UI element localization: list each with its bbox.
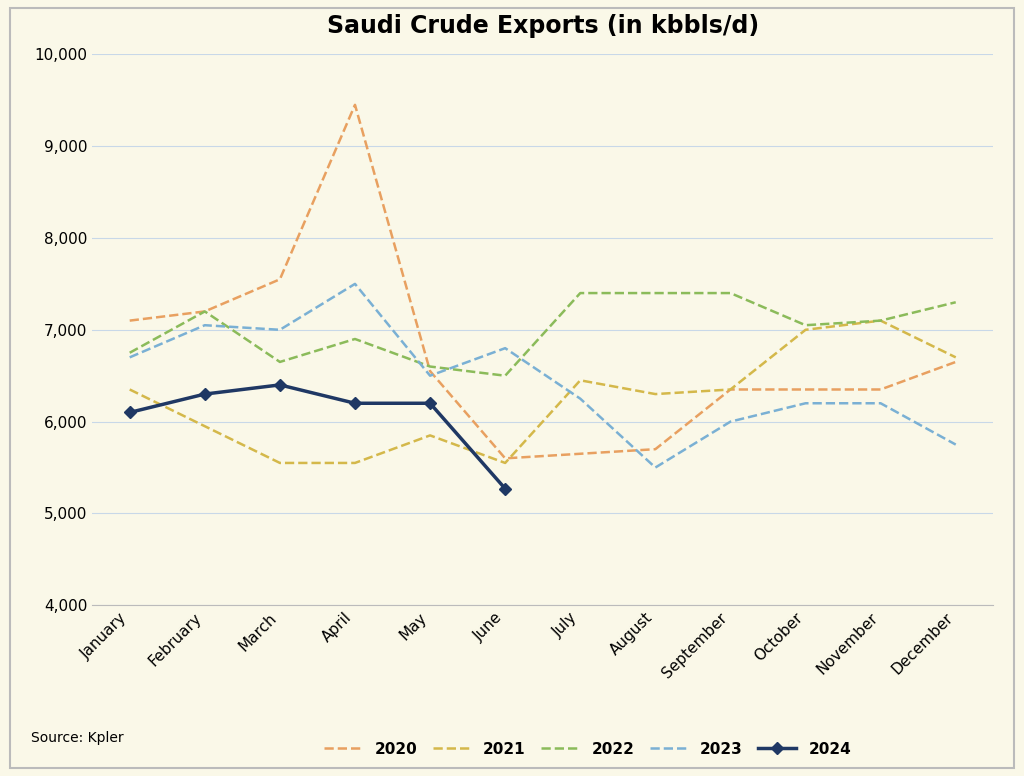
2022 [273,357,286,366]
2021 [349,459,361,468]
2020 [574,449,587,459]
2021 [724,385,736,394]
Line: 2021: 2021 [130,320,955,463]
2024 [424,399,436,408]
2020 [800,385,812,394]
2023 [199,320,211,330]
2023 [649,462,662,472]
2024 [199,390,211,399]
2021 [949,353,962,362]
2021 [273,459,286,468]
2022 [800,320,812,330]
2021 [874,316,887,325]
2023 [949,440,962,449]
Legend: 2020, 2021, 2022, 2023, 2024: 2020, 2021, 2022, 2023, 2024 [318,736,857,763]
2022 [199,307,211,316]
Line: 2023: 2023 [130,284,955,467]
2022 [424,362,436,371]
2020 [199,307,211,316]
2022 [949,298,962,307]
Line: 2024: 2024 [126,381,509,493]
2023 [349,279,361,289]
2020 [949,357,962,366]
2021 [124,385,136,394]
2020 [124,316,136,325]
Text: Source: Kpler: Source: Kpler [31,731,123,745]
2022 [499,371,511,380]
2023 [800,399,812,408]
2020 [273,275,286,284]
2024 [273,380,286,390]
2020 [649,445,662,454]
2023 [124,353,136,362]
2021 [424,431,436,440]
2023 [574,394,587,404]
2021 [649,390,662,399]
2023 [424,371,436,380]
2020 [424,366,436,376]
2020 [499,454,511,463]
2022 [874,316,887,325]
2021 [800,325,812,334]
2020 [874,385,887,394]
2023 [273,325,286,334]
2021 [574,376,587,385]
Line: 2020: 2020 [130,105,955,459]
2020 [724,385,736,394]
Title: Saudi Crude Exports (in kbbls/d): Saudi Crude Exports (in kbbls/d) [327,15,759,39]
2024 [349,399,361,408]
2020 [349,100,361,109]
2022 [649,289,662,298]
2023 [874,399,887,408]
2023 [724,417,736,426]
2021 [499,459,511,468]
2022 [724,289,736,298]
2024 [499,484,511,494]
2022 [124,348,136,358]
2022 [349,334,361,344]
Line: 2022: 2022 [130,293,955,376]
2023 [499,344,511,353]
2024 [124,408,136,417]
2021 [199,421,211,431]
2022 [574,289,587,298]
